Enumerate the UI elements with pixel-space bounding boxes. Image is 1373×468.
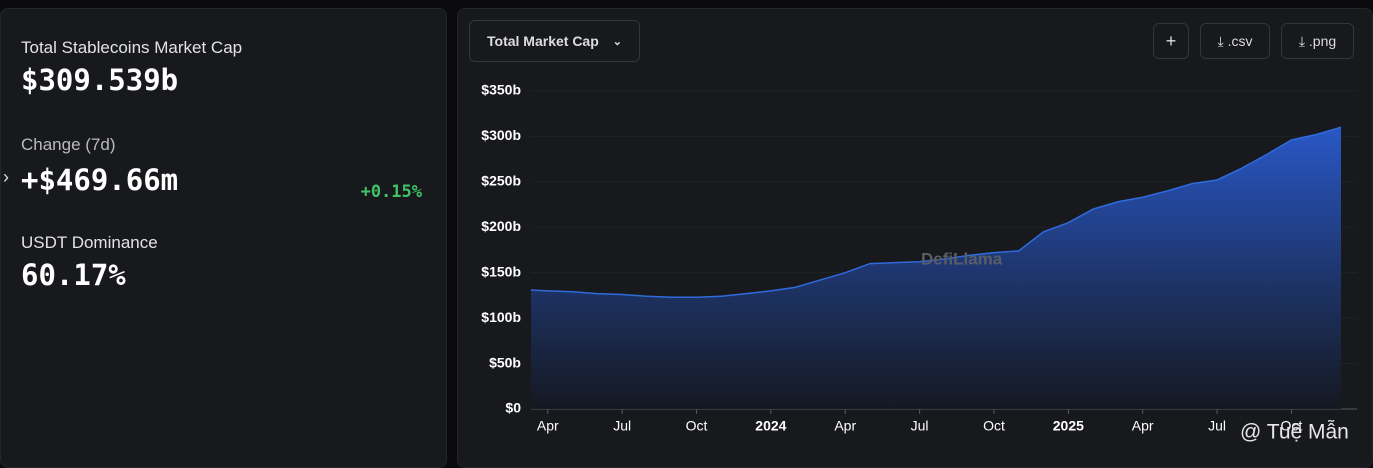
y-tick-label: $200b xyxy=(481,218,521,234)
y-tick-label: $300b xyxy=(481,127,521,143)
credit: @ Tuệ Mẫn xyxy=(1240,421,1349,444)
png-button[interactable]: ⤓ .png xyxy=(1281,23,1354,59)
csv-label: .csv xyxy=(1227,33,1253,49)
stat-value: 60.17% xyxy=(21,258,126,292)
stat-value: $309.539b xyxy=(21,63,179,97)
stat-change: +0.15% xyxy=(360,182,422,202)
x-tick-label: Oct xyxy=(1281,418,1303,434)
x-tick-label: Jul xyxy=(613,418,631,434)
x-tick-label: Apr xyxy=(834,418,856,434)
stats-panel: Total Stablecoins Market Cap $309.539b C… xyxy=(0,8,447,468)
x-tick-label: Jul xyxy=(1208,418,1226,434)
stat-label: Change (7d) xyxy=(21,135,116,154)
stat-value: +$469.66m xyxy=(21,163,179,197)
y-tick-label: $0 xyxy=(505,400,521,416)
metric-label: Total Market Cap xyxy=(487,33,599,49)
x-tick-label: 2025 xyxy=(1053,418,1084,434)
chevron: ⌄ xyxy=(612,35,622,48)
line xyxy=(530,126,1342,298)
x-tick-label: Oct xyxy=(686,418,708,434)
x-tick-label: Oct xyxy=(983,418,1005,434)
watermark: DefiLlama xyxy=(921,249,1003,268)
y-tick-label: $250b xyxy=(481,172,521,188)
area xyxy=(531,127,1341,409)
add-button[interactable]: + xyxy=(1153,23,1189,59)
y-tick-label: $50b xyxy=(489,354,521,370)
stat-label: USDT Dominance xyxy=(21,233,158,252)
metric-select[interactable]: Total Market Cap ⌄ xyxy=(469,20,640,62)
csv-button[interactable]: ⤓ .csv xyxy=(1200,23,1270,59)
y-tick-label: $150b xyxy=(481,263,521,279)
png-label: .png xyxy=(1308,33,1337,49)
x-tick-label: Jul xyxy=(911,418,929,434)
y-tick-label: $100b xyxy=(481,309,521,325)
x-tick-label: 2024 xyxy=(755,418,786,434)
expand-icon[interactable]: › xyxy=(3,167,9,187)
y-tick-label: $350b xyxy=(481,82,521,98)
x-tick-label: Apr xyxy=(1132,418,1154,434)
stat-label: Total Stablecoins Market Cap xyxy=(21,38,243,57)
x-tick-label: Apr xyxy=(537,418,559,434)
